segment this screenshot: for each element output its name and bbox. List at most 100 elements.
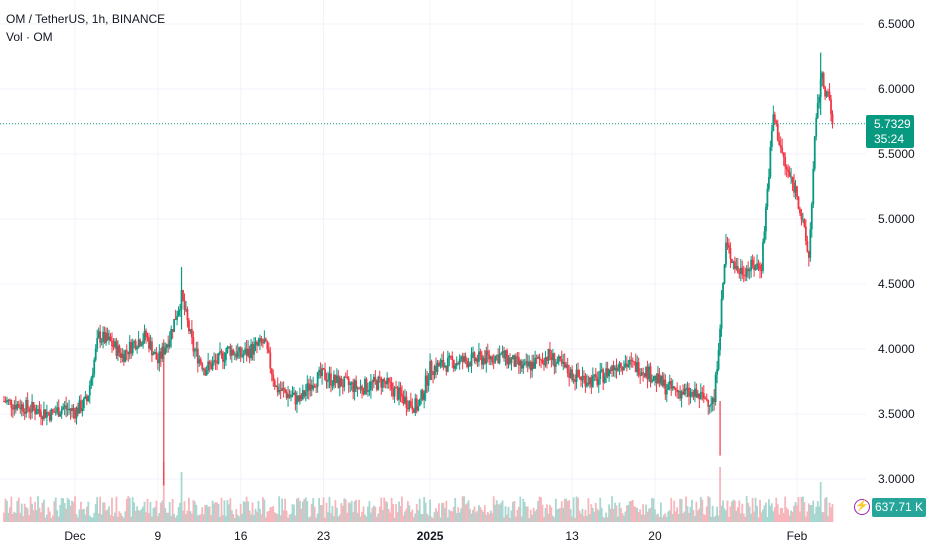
volume-bar [624, 511, 627, 522]
candle-body [114, 341, 116, 347]
candle-body [40, 411, 42, 418]
candle-body [134, 341, 137, 350]
volume-bar [380, 497, 383, 522]
candle-body [436, 362, 439, 372]
candle-body [298, 395, 301, 402]
volume-bar [816, 501, 819, 522]
candle-body [651, 380, 653, 383]
volume-bar [153, 507, 156, 522]
x-tick-label: 20 [648, 529, 662, 543]
volume-bar [50, 517, 53, 522]
candle-body [491, 356, 494, 363]
candle-body [455, 362, 458, 366]
volume-bar [81, 509, 84, 522]
candle-body [153, 351, 156, 354]
candle-body [59, 414, 62, 417]
candle-body [341, 386, 344, 388]
candle-body [364, 379, 366, 395]
candle-body [34, 408, 36, 414]
candle-body [177, 310, 180, 316]
candle-body [266, 340, 269, 350]
candle-body [483, 357, 486, 364]
candle-body [331, 385, 334, 387]
candle-body [210, 363, 213, 370]
volume-bar [770, 503, 773, 522]
volume-bar [250, 514, 252, 522]
candle-body [43, 409, 45, 419]
volume-bar [550, 507, 553, 522]
volume-bar [216, 502, 218, 522]
candle-body [439, 362, 442, 367]
candle-body [337, 375, 340, 388]
candle-body [315, 386, 318, 388]
candle-body [751, 259, 754, 266]
lightning-icon[interactable]: ⚡ [854, 499, 870, 515]
volume-bar [361, 511, 363, 522]
volume-bar [551, 515, 554, 522]
volume-bar [176, 515, 178, 522]
volume-bar [621, 513, 624, 522]
volume-bar [830, 507, 832, 522]
volume-bar [158, 512, 161, 522]
candle-body [522, 364, 525, 369]
volume-bar [20, 503, 23, 522]
candle-body [156, 359, 159, 364]
volume-bar [424, 502, 427, 522]
candle-body [550, 357, 553, 361]
volume-bar [374, 506, 377, 522]
volume-bar [254, 508, 257, 522]
volume-bar [470, 513, 473, 522]
candle-body [460, 356, 463, 359]
volume-bar [451, 511, 454, 522]
volume-bar [766, 516, 769, 522]
candle-body [374, 376, 377, 381]
volume-bar [646, 511, 649, 522]
volume-bar [124, 511, 127, 522]
volume-bar [230, 510, 233, 522]
candle-body [263, 338, 266, 344]
candle-body [586, 382, 588, 387]
volume-bar [622, 515, 625, 522]
candle-body [532, 361, 535, 369]
volume-bar [467, 500, 470, 522]
candle-body [575, 369, 578, 382]
volume-bar [799, 511, 801, 522]
volume-bar [190, 513, 193, 522]
volume-bar [303, 498, 306, 522]
volume-bar [776, 504, 779, 522]
candle-body [93, 359, 96, 375]
volume-bar [106, 509, 109, 522]
volume-bar [263, 499, 266, 522]
candle-body [47, 412, 50, 414]
candle-body [312, 385, 315, 390]
candle-body [136, 347, 139, 350]
candle-body [405, 396, 408, 408]
volume-bar [16, 500, 19, 522]
candle-body [702, 393, 705, 399]
volume-bar [261, 497, 264, 522]
x-tick-label: Feb [787, 529, 808, 543]
candle-body [553, 353, 556, 367]
volume-bar [614, 502, 616, 522]
volume-bar [223, 500, 226, 522]
candle-body [423, 392, 426, 400]
candle-body [427, 380, 430, 386]
volume-bar [738, 500, 741, 522]
candle-body [127, 351, 130, 355]
volume-bar [458, 512, 461, 522]
candle-body [435, 366, 437, 372]
candle-body [788, 171, 791, 177]
candle-body [618, 362, 621, 368]
volume-bar [443, 508, 446, 522]
candle-body [350, 382, 353, 384]
candle-body [54, 412, 57, 414]
candle-body [766, 188, 769, 207]
candle-body [185, 309, 187, 311]
volume-bar [23, 503, 26, 522]
volume-bar [733, 500, 736, 522]
volume-bar [485, 514, 488, 522]
volume-bar [405, 508, 408, 522]
volume-bar [744, 516, 747, 522]
last-price-label: 5.7329 35:24 [866, 115, 914, 148]
